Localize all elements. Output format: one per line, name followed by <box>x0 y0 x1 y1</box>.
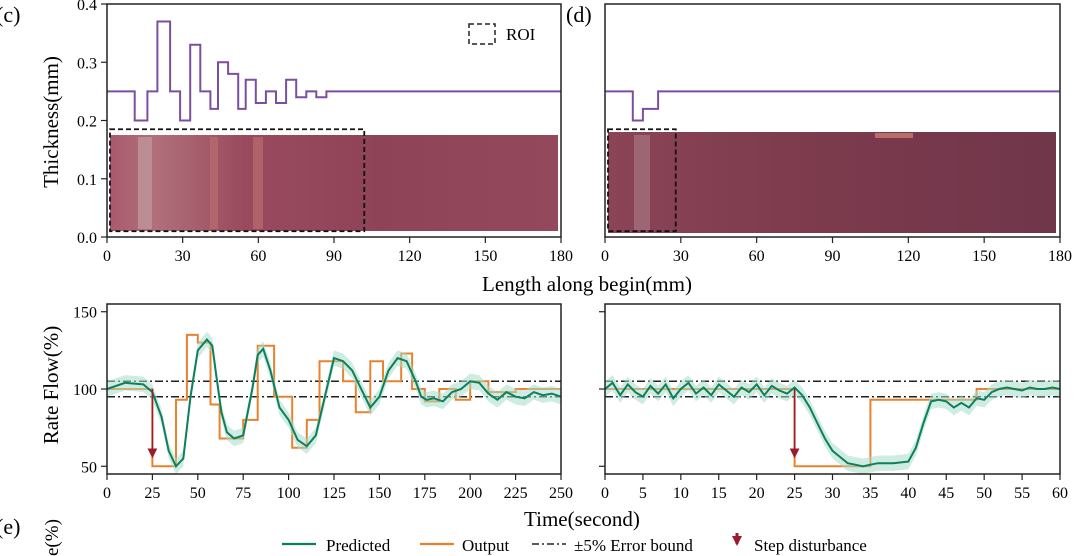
sample-highlight-c3 <box>253 137 263 229</box>
y-tick-label: 0.3 <box>77 55 97 72</box>
roi-box <box>109 128 366 233</box>
x-tick-label: 25 <box>144 485 160 502</box>
flow-axis-title: Rate Flow(%) <box>39 326 63 444</box>
x-tick-label: 30 <box>175 248 191 265</box>
time-axis-title: Time(second) <box>524 507 640 531</box>
x-tick-label: 180 <box>1048 248 1072 265</box>
x-tick-label: 10 <box>673 485 689 502</box>
plot-area-d <box>605 90 1060 233</box>
y-ticks-flow-left: 50 100 150 <box>73 305 107 476</box>
sample-photo-d <box>608 132 1056 233</box>
x-tick-label: 50 <box>976 485 992 502</box>
sample-highlight-d1 <box>634 135 650 230</box>
x-tick-label: 180 <box>549 248 573 265</box>
sample-highlight-d2 <box>875 133 913 138</box>
x-tick-label: 60 <box>1052 485 1068 502</box>
y-tick-label: 50 <box>81 459 97 476</box>
y-tick-label: 0.2 <box>77 114 97 131</box>
x-tick-label: 15 <box>711 485 727 502</box>
x-tick-label: 5 <box>639 485 647 502</box>
panel-flow-right: 0 5 10 15 20 25 30 35 40 45 50 55 60 <box>599 303 1068 502</box>
x-ticks-d: 0 30 60 90 120 150 180 <box>601 237 1072 265</box>
legend-bound-label: ±5% Error bound <box>574 536 693 555</box>
sample-highlight-c2 <box>210 137 218 229</box>
x-tick-label: 120 <box>398 248 422 265</box>
x-ticks-flow-right: 0 5 10 15 20 25 30 35 40 45 50 55 60 <box>601 474 1068 502</box>
panel-flow-left: 0 25 50 75 100 125 150 175 200 225 250 50 100 150 <box>73 303 573 502</box>
x-tick-label: 150 <box>473 248 497 265</box>
x-tick-label: 25 <box>787 485 803 502</box>
x-tick-label: 100 <box>277 485 301 502</box>
x-tick-label: 90 <box>326 248 342 265</box>
x-tick-label: 0 <box>103 485 111 502</box>
x-ticks-flow-left: 0 25 50 75 100 125 150 175 200 225 250 <box>103 474 573 502</box>
legend-roi-box <box>468 23 496 45</box>
x-tick-label: 50 <box>190 485 206 502</box>
x-tick-label: 35 <box>862 485 878 502</box>
x-tick-label: 75 <box>235 485 251 502</box>
panel-c-thickness: 0 30 60 90 120 150 180 0.0 0.1 0.2 0.3 0.4 ROI <box>77 0 573 265</box>
y-tick-label: 100 <box>73 382 97 399</box>
legend-roi-label: ROI <box>506 25 536 44</box>
x-tick-label: 40 <box>900 485 916 502</box>
x-ticks-c: 0 30 60 90 120 150 180 <box>103 237 573 265</box>
legend-disturbance-label: Step disturbance <box>754 536 867 555</box>
x-tick-label: 120 <box>896 248 920 265</box>
panel-label-d: (d) <box>566 2 592 27</box>
y-ticks-flow-right <box>599 311 605 467</box>
x-tick-label: 30 <box>673 248 689 265</box>
thickness-line <box>605 90 1060 122</box>
x-tick-label: 200 <box>458 485 482 502</box>
y-tick-label: 0.0 <box>77 230 97 247</box>
predicted-line <box>604 381 1061 468</box>
plot-area-flow-left <box>106 331 562 474</box>
x-tick-label: 150 <box>972 248 996 265</box>
x-tick-label: 0 <box>601 248 609 265</box>
panel-label-c: (c) <box>0 2 20 27</box>
panel-d-thickness: 0 30 60 90 120 150 180 <box>601 3 1072 265</box>
x-tick-label: 20 <box>749 485 765 502</box>
x-tick-label: 60 <box>250 248 266 265</box>
legend: Predicted Output ±5% Error bound Step di… <box>282 533 867 555</box>
plot-area-c <box>107 20 561 233</box>
sample-photo-c <box>110 135 558 231</box>
x-tick-label: 60 <box>749 248 765 265</box>
legend-output-label: Output <box>462 536 510 555</box>
y-tick-label: 0.1 <box>77 172 97 189</box>
thickness-line <box>107 20 561 122</box>
e-axis-title-fragment: e(%) <box>42 519 63 556</box>
y-ticks-c: 0.0 0.1 0.2 0.3 0.4 <box>77 0 107 247</box>
panel-label-e: (e) <box>0 514 20 539</box>
legend-predicted-label: Predicted <box>326 536 391 555</box>
x-tick-label: 175 <box>413 485 437 502</box>
x-tick-label: 30 <box>825 485 841 502</box>
x-tick-label: 45 <box>938 485 954 502</box>
length-axis-title: Length along begin(mm) <box>482 272 692 296</box>
y-tick-label: 150 <box>73 305 97 322</box>
y-tick-label: 0.4 <box>77 0 97 14</box>
x-tick-label: 125 <box>322 485 346 502</box>
x-tick-label: 225 <box>504 485 528 502</box>
x-tick-label: 150 <box>367 485 391 502</box>
predicted-band <box>605 375 1060 474</box>
roi-box <box>607 128 677 233</box>
thickness-axis-title: Thickness(mm) <box>39 56 63 188</box>
plot-area-flow-right <box>604 375 1061 474</box>
sample-highlight-c1 <box>138 137 152 229</box>
x-tick-label: 0 <box>103 248 111 265</box>
x-tick-label: 0 <box>601 485 609 502</box>
x-tick-label: 250 <box>549 485 573 502</box>
predicted-line <box>106 337 562 469</box>
x-tick-label: 55 <box>1014 485 1030 502</box>
x-tick-label: 90 <box>825 248 841 265</box>
